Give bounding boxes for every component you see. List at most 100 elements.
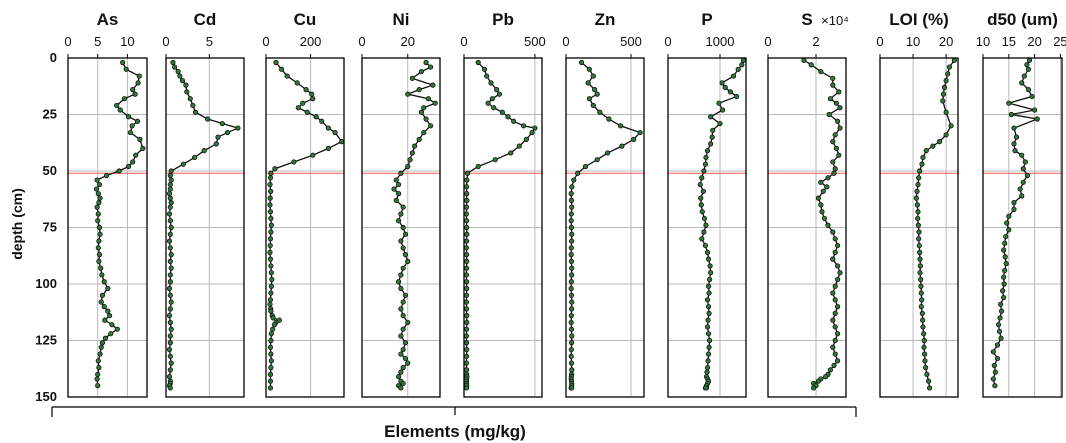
- data-point: [267, 378, 274, 384]
- data-point: [830, 75, 836, 81]
- data-point: [398, 369, 404, 375]
- data-point: [831, 170, 837, 176]
- data-point: [132, 91, 138, 97]
- data-point: [586, 66, 593, 72]
- data-point: [1020, 179, 1026, 185]
- data-point: [496, 91, 503, 97]
- data-point: [412, 143, 418, 149]
- data-point: [1006, 100, 1012, 106]
- data-point: [569, 385, 575, 391]
- data-point: [1008, 111, 1015, 118]
- data-point: [267, 181, 273, 188]
- x-tick-label: 20: [939, 34, 953, 49]
- x-tick-label: 20: [1027, 34, 1041, 49]
- data-point: [125, 114, 132, 120]
- data-point: [167, 172, 173, 179]
- data-point: [98, 299, 104, 305]
- data-point: [820, 188, 826, 194]
- data-point: [917, 256, 923, 262]
- data-point: [304, 109, 310, 115]
- data-point: [523, 136, 530, 142]
- data-point: [719, 107, 726, 113]
- data-point: [590, 73, 596, 79]
- data-point: [832, 132, 838, 138]
- data-point: [224, 129, 231, 136]
- series-line: [393, 62, 437, 389]
- data-point: [168, 224, 174, 231]
- data-point: [918, 283, 924, 289]
- data-point: [703, 154, 709, 161]
- data-point: [400, 245, 406, 251]
- data-point: [104, 172, 110, 179]
- data-point: [830, 139, 836, 145]
- data-point: [619, 143, 625, 149]
- data-point: [267, 209, 274, 215]
- data-point: [913, 195, 919, 201]
- data-point: [95, 358, 101, 364]
- data-point: [704, 148, 711, 154]
- data-point: [508, 150, 514, 156]
- data-point: [722, 84, 728, 90]
- data-point: [400, 299, 406, 305]
- data-point: [836, 152, 842, 158]
- data-point: [170, 59, 176, 66]
- data-point: [309, 91, 315, 97]
- chart-panel: 0 500 Pb: [460, 10, 546, 398]
- data-point: [834, 358, 841, 364]
- data-point: [575, 170, 581, 176]
- y-axis-label: depth (cm): [9, 188, 25, 260]
- data-point: [101, 279, 107, 285]
- data-point: [830, 229, 836, 235]
- data-point: [914, 188, 920, 194]
- data-point: [815, 195, 822, 201]
- data-point: [833, 145, 840, 151]
- x-axis-label: Elements (mg/kg): [384, 422, 526, 441]
- data-point: [130, 159, 136, 165]
- data-point: [920, 154, 926, 161]
- data-point: [701, 215, 708, 222]
- data-point: [825, 222, 831, 228]
- data-point: [834, 276, 841, 283]
- data-point: [463, 385, 470, 391]
- chart-panel: 0 2S ×10⁴: [764, 10, 849, 398]
- data-point: [505, 114, 511, 120]
- data-point: [801, 57, 807, 63]
- data-point: [532, 125, 538, 131]
- data-point: [1011, 141, 1017, 147]
- data-point: [268, 229, 274, 235]
- data-point: [702, 161, 709, 167]
- data-point: [106, 313, 113, 319]
- data-point: [708, 114, 714, 120]
- data-point: [267, 242, 273, 249]
- data-point: [1013, 134, 1020, 140]
- data-point: [568, 279, 574, 285]
- data-point: [184, 89, 190, 95]
- data-point: [917, 249, 923, 255]
- data-point: [418, 68, 425, 75]
- data-point: [834, 118, 841, 124]
- data-point: [995, 322, 1002, 328]
- data-point: [168, 360, 174, 366]
- data-point: [568, 272, 575, 278]
- data-point: [568, 224, 575, 231]
- data-point: [916, 229, 922, 235]
- data-point: [268, 215, 274, 222]
- data-point: [267, 371, 274, 377]
- data-point: [108, 331, 114, 337]
- x-tick-label: 2: [812, 34, 819, 49]
- data-point: [167, 340, 173, 346]
- data-point: [529, 129, 535, 136]
- data-point: [183, 82, 189, 88]
- data-point: [269, 276, 275, 283]
- data-point: [826, 111, 832, 118]
- data-point: [475, 163, 481, 170]
- x-tick-label: 0: [262, 34, 269, 49]
- data-point: [167, 231, 173, 237]
- data-point: [1032, 107, 1038, 113]
- data-point: [464, 177, 470, 183]
- data-point: [1001, 281, 1007, 287]
- data-point: [129, 123, 135, 129]
- data-point: [706, 290, 712, 296]
- data-point: [571, 177, 577, 183]
